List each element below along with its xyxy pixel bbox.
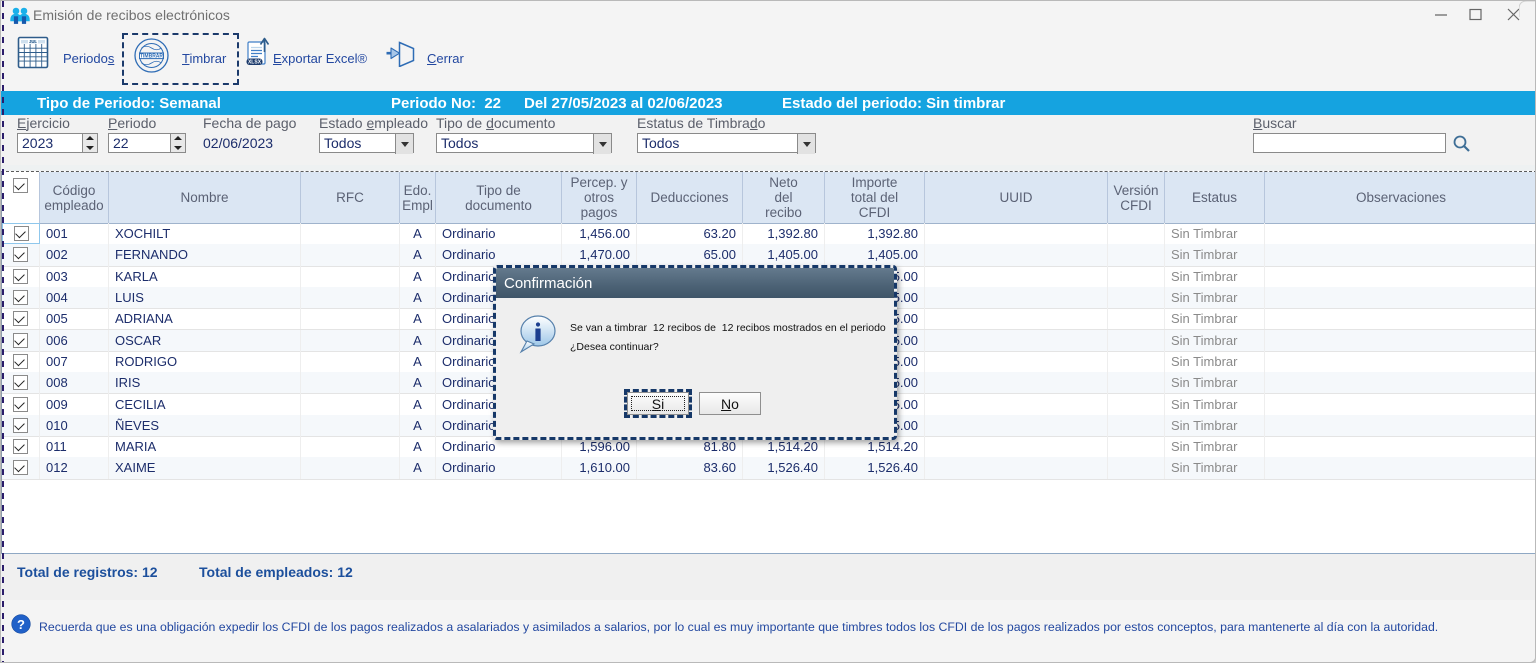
svg-text:?: ? [17,617,25,632]
svg-text:JUL: JUL [29,39,37,44]
svg-text:XLSX: XLSX [248,59,262,65]
svg-text:TIMBRAR: TIMBRAR [140,53,163,59]
